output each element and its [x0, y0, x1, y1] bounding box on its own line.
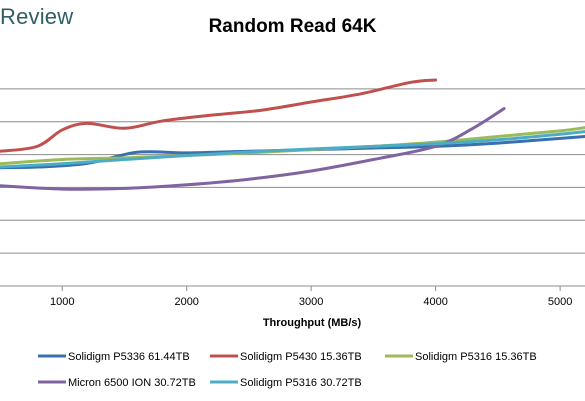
series-line-4: [0, 130, 585, 169]
x-tick-label: 3000: [299, 296, 323, 308]
legend-label-0: Solidigm P5336 61.44TB: [68, 351, 190, 363]
x-tick-label: 5000: [548, 296, 572, 308]
x-axis-title: Throughput (MB/s): [263, 317, 362, 329]
legend-label-1: Solidigm P5430 15.36TB: [240, 351, 362, 363]
series-line-1: [0, 78, 438, 153]
legend-label-2: Solidigm P5316 15.36TB: [415, 351, 537, 363]
legend-label-3: Micron 6500 ION 30.72TB: [68, 377, 196, 389]
brand-logo-text: Review: [0, 4, 74, 29]
x-tick-label: 2000: [174, 296, 198, 308]
x-tick-label: 1000: [50, 296, 74, 308]
x-tick-label: 4000: [423, 296, 447, 308]
legend-label-4: Solidigm P5316 30.72TB: [240, 377, 362, 389]
chart-title: Random Read 64K: [208, 16, 377, 37]
series-line-3: [0, 107, 506, 191]
series-line-2: [0, 126, 585, 166]
